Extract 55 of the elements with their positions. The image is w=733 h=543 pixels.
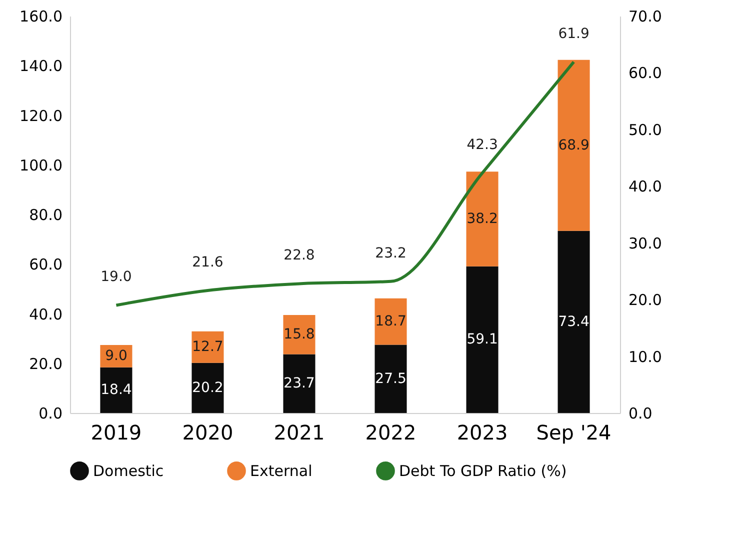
data-label: 68.9 — [558, 137, 590, 154]
data-label: 23.2 — [375, 245, 406, 262]
data-label: 9.0 — [105, 348, 128, 364]
bar — [192, 331, 224, 363]
bar — [192, 362, 224, 413]
y2-tick-label: 60.0 — [628, 64, 662, 82]
y2-tick-label: 20.0 — [628, 291, 662, 310]
data-label: 18.7 — [375, 314, 406, 330]
y2-tick-label: 40.0 — [628, 178, 662, 196]
y-tick-label: 80.0 — [29, 206, 62, 224]
y-tick-label: 60.0 — [29, 256, 62, 274]
y-tick-label: 100.0 — [20, 156, 62, 174]
data-label: 73.4 — [558, 314, 590, 330]
x-tick-label: 2022 — [365, 420, 416, 444]
y2-tick-label: 10.0 — [628, 348, 662, 366]
data-label: 12.7 — [192, 339, 224, 356]
bar — [100, 367, 132, 413]
bar — [466, 172, 498, 266]
bar — [283, 354, 316, 413]
bar — [558, 60, 590, 231]
x-tick-label: 2021 — [274, 420, 325, 444]
data-label: 22.8 — [284, 248, 315, 264]
y2-tick-label: 0.0 — [628, 404, 652, 422]
data-label: 20.2 — [192, 380, 224, 396]
y-tick-label: 40.0 — [29, 305, 62, 324]
y-tick-label: 160.0 — [20, 8, 62, 26]
bar — [374, 298, 407, 345]
data-label: 61.9 — [558, 26, 590, 42]
data-label: 15.8 — [284, 326, 315, 343]
x-tick-label: 2020 — [182, 420, 234, 444]
data-label: 18.4 — [100, 382, 132, 398]
y-tick-label: 0.0 — [38, 404, 62, 422]
y2-tick-label: 50.0 — [628, 120, 662, 139]
legend-label: Domestic — [93, 462, 164, 480]
data-label: 19.0 — [100, 269, 132, 286]
data-label: 42.3 — [466, 137, 498, 154]
y-tick-label: 120.0 — [20, 106, 62, 125]
data-label: 59.1 — [466, 332, 498, 348]
legend-label: External — [250, 462, 312, 480]
bar — [283, 314, 316, 354]
bar — [374, 344, 407, 413]
x-tick-label: 2019 — [90, 420, 142, 444]
data-label: 21.6 — [192, 254, 224, 270]
y2-tick-label: 70.0 — [628, 8, 662, 26]
y-tick-label: 140.0 — [20, 57, 62, 76]
y2-tick-label: 30.0 — [628, 234, 662, 252]
legend-label: Debt To GDP Ratio (%) — [399, 462, 567, 480]
bar — [466, 266, 498, 413]
bar — [558, 230, 590, 413]
x-tick-label: 2023 — [456, 420, 508, 444]
x-tick-label: Sep '24 — [536, 420, 612, 444]
data-label: 23.7 — [284, 376, 315, 392]
data-label: 38.2 — [466, 210, 498, 227]
data-label: 27.5 — [375, 370, 406, 387]
y-tick-label: 20.0 — [29, 354, 62, 373]
